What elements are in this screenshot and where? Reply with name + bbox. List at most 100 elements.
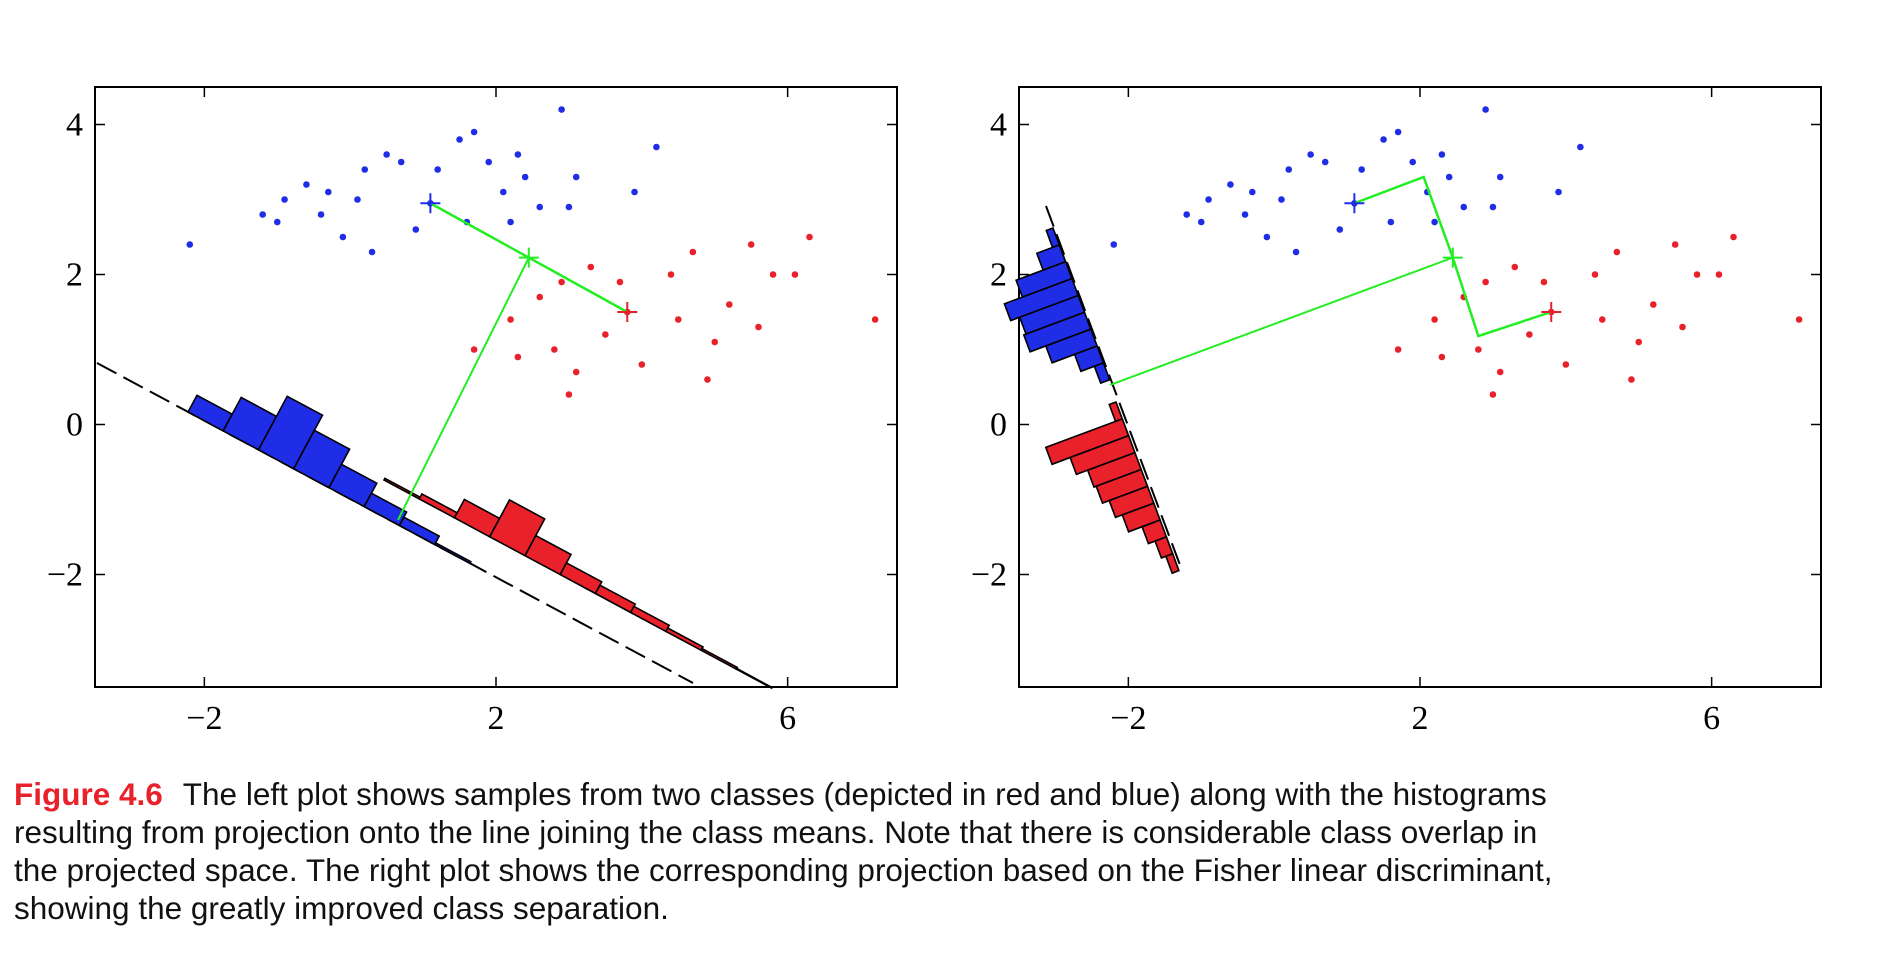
data-point-red bbox=[587, 263, 595, 271]
data-point-blue bbox=[653, 143, 660, 151]
red-histogram-bar bbox=[1121, 502, 1162, 533]
data-point-blue bbox=[1358, 166, 1365, 173]
y-tick-label: 4 bbox=[66, 107, 83, 144]
blue-histogram-bar bbox=[398, 516, 441, 546]
data-point-blue bbox=[1321, 158, 1329, 166]
data-point-blue bbox=[1263, 233, 1271, 241]
data-point-red bbox=[1526, 331, 1533, 338]
data-point-red bbox=[726, 301, 733, 308]
x-tick-label: −2 bbox=[1110, 700, 1146, 737]
data-point-blue bbox=[521, 173, 529, 181]
data-point-blue bbox=[1227, 181, 1234, 188]
data-point-red bbox=[1511, 263, 1519, 271]
x-tick-label: 6 bbox=[1703, 700, 1720, 737]
data-point-red bbox=[667, 271, 675, 278]
data-point-blue bbox=[1380, 136, 1387, 143]
data-point-red bbox=[1431, 316, 1438, 323]
blue-histogram-bar bbox=[1093, 361, 1111, 385]
red-histogram-bar bbox=[488, 498, 546, 557]
data-point-blue bbox=[514, 151, 522, 158]
data-point-red bbox=[558, 278, 565, 286]
blue-histogram-bar bbox=[327, 463, 378, 508]
caption-text-1: The left plot shows samples from two cla… bbox=[182, 776, 1547, 812]
data-point-red bbox=[1628, 376, 1635, 383]
red-histogram-bar bbox=[700, 647, 739, 671]
red-histogram-bar bbox=[1164, 552, 1180, 575]
caption-line-3: the projected space. The right plot show… bbox=[14, 852, 1553, 888]
plot-frame bbox=[1018, 86, 1822, 688]
projection-axis-line bbox=[1045, 205, 1181, 566]
projection-line bbox=[1109, 256, 1454, 386]
data-point-red bbox=[689, 248, 697, 256]
data-point-red bbox=[565, 391, 573, 398]
data-point-blue bbox=[485, 158, 493, 166]
data-point-blue bbox=[273, 218, 281, 226]
data-point-red bbox=[1438, 353, 1446, 361]
red-histogram-bar bbox=[1108, 485, 1155, 519]
plot-frame bbox=[94, 86, 898, 688]
y-tick-label: −2 bbox=[971, 557, 1007, 594]
data-point-blue bbox=[1496, 173, 1504, 181]
data-point-red bbox=[551, 346, 558, 353]
caption-line-2: resulting from projection onto the line … bbox=[14, 814, 1538, 850]
red-histogram-bar bbox=[1069, 434, 1136, 476]
data-point-blue bbox=[1336, 226, 1344, 233]
data-point-red bbox=[1715, 271, 1723, 278]
data-point-blue bbox=[1489, 203, 1497, 211]
data-point-red bbox=[755, 323, 762, 331]
data-point-blue bbox=[499, 188, 507, 196]
blue-histogram-bar bbox=[433, 541, 472, 565]
y-tick-label: 4 bbox=[990, 107, 1007, 144]
data-point-blue bbox=[354, 196, 361, 203]
data-point-blue bbox=[1394, 128, 1402, 136]
data-point-blue bbox=[470, 128, 478, 136]
red-histogram-bar bbox=[664, 626, 705, 652]
red-histogram-bar bbox=[523, 534, 573, 576]
data-point-blue bbox=[1555, 188, 1562, 196]
blue-histogram-bar bbox=[292, 429, 351, 489]
red-histogram-bar bbox=[559, 561, 603, 595]
data-point-blue bbox=[1197, 218, 1205, 226]
data-point-red bbox=[1693, 271, 1701, 278]
data-point-red bbox=[704, 376, 711, 383]
data-point-blue bbox=[1183, 211, 1190, 218]
data-point-red bbox=[1562, 361, 1570, 368]
data-point-blue bbox=[558, 106, 565, 113]
data-point-blue bbox=[1577, 143, 1584, 151]
data-point-blue bbox=[1110, 241, 1118, 248]
red-histogram-bar bbox=[1095, 468, 1149, 505]
data-point-blue bbox=[631, 188, 638, 196]
right-plot: −2 2 6 −2 0 2 4 bbox=[971, 86, 1822, 737]
data-point-red bbox=[536, 293, 544, 301]
data-point-red bbox=[507, 316, 514, 323]
y-tick-label: 2 bbox=[990, 257, 1007, 294]
x-tick-label: −2 bbox=[186, 700, 222, 737]
red-histogram-bar bbox=[1086, 451, 1143, 489]
data-point-red bbox=[638, 361, 646, 368]
data-point-blue bbox=[1387, 218, 1395, 226]
red-histogram-bar bbox=[594, 584, 637, 614]
data-point-red bbox=[1482, 278, 1489, 286]
data-point-blue bbox=[339, 233, 347, 241]
data-point-blue bbox=[397, 158, 405, 166]
data-point-red bbox=[1679, 323, 1686, 331]
blue-histogram-bar bbox=[363, 492, 408, 527]
caption-line-1: Figure 4.6 The left plot shows samples fr… bbox=[14, 775, 1874, 813]
left-plot: −2 2 6 −2 0 2 4 bbox=[47, 86, 898, 737]
data-point-blue bbox=[1285, 166, 1293, 173]
data-point-red bbox=[1591, 271, 1599, 278]
data-point-blue bbox=[1438, 151, 1446, 158]
data-point-blue bbox=[412, 226, 420, 233]
data-point-red bbox=[616, 278, 624, 286]
blue-histogram-bar bbox=[1003, 277, 1080, 322]
data-point-blue bbox=[1292, 248, 1300, 256]
blue-histogram-bar bbox=[1044, 328, 1099, 364]
data-point-blue bbox=[368, 248, 376, 256]
y-tick-label: 0 bbox=[66, 407, 83, 444]
data-point-red bbox=[470, 346, 478, 353]
data-point-blue bbox=[325, 188, 332, 196]
data-point-red bbox=[1475, 346, 1482, 353]
x-tick-label: 2 bbox=[488, 700, 505, 737]
red-histogram-bar bbox=[1141, 518, 1168, 545]
data-point-red bbox=[1394, 346, 1402, 353]
